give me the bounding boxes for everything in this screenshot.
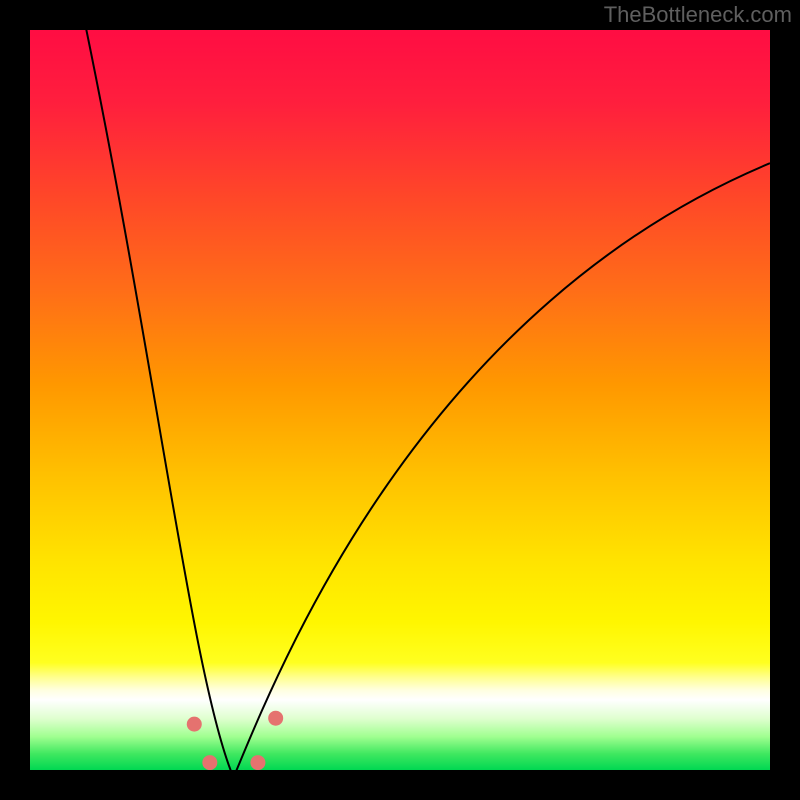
- chart-stage: TheBottleneck.com: [0, 0, 800, 800]
- attribution-label: TheBottleneck.com: [604, 2, 792, 28]
- curve-marker: [187, 717, 202, 732]
- curve-marker: [250, 755, 265, 770]
- plot-area: [30, 8, 770, 785]
- plot-background-gradient: [30, 30, 770, 770]
- plot-svg: [0, 0, 800, 800]
- curve-marker: [202, 755, 217, 770]
- curve-marker: [268, 711, 283, 726]
